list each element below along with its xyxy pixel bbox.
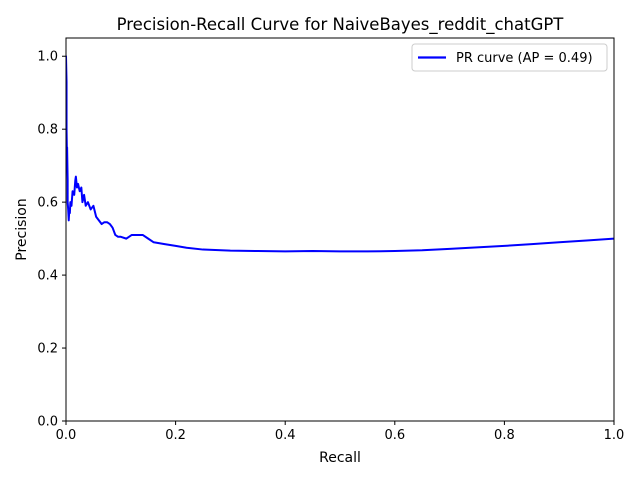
x-tick-label: 0.8	[494, 428, 515, 443]
chart-title: Precision-Recall Curve for NaiveBayes_re…	[117, 15, 565, 35]
x-tick-label: 0.4	[275, 428, 296, 443]
legend: PR curve (AP = 0.49)	[411, 43, 608, 72]
legend-entry-pr-curve: PR curve (AP = 0.49)	[456, 51, 593, 66]
x-tick-label: 1.0	[604, 428, 625, 443]
x-axis: 0.0 0.2 0.4 0.6 0.8 1.0	[56, 421, 625, 443]
y-tick-label: 0.4	[37, 269, 58, 284]
y-tick-label: 0.2	[37, 342, 58, 357]
plot-area	[65, 37, 615, 422]
series-layer	[66, 55, 614, 253]
y-tick-label: 0.8	[37, 123, 58, 138]
x-tick-label: 0.6	[384, 428, 405, 443]
x-tick-label: 0.0	[56, 428, 77, 443]
y-axis: 0.0 0.2 0.4 0.6 0.8 1.0	[37, 50, 66, 430]
plot-frame	[65, 37, 615, 422]
y-axis-label: Precision	[14, 198, 30, 260]
x-tick-label: 0.2	[165, 428, 186, 443]
legend-box	[411, 43, 608, 72]
pr-curve-line	[66, 55, 614, 253]
y-tick-label: 0.0	[37, 415, 58, 430]
y-tick-label: 1.0	[37, 50, 58, 65]
y-tick-label: 0.6	[37, 196, 58, 211]
x-axis-label: Recall	[319, 450, 361, 466]
plot-background	[66, 38, 614, 421]
